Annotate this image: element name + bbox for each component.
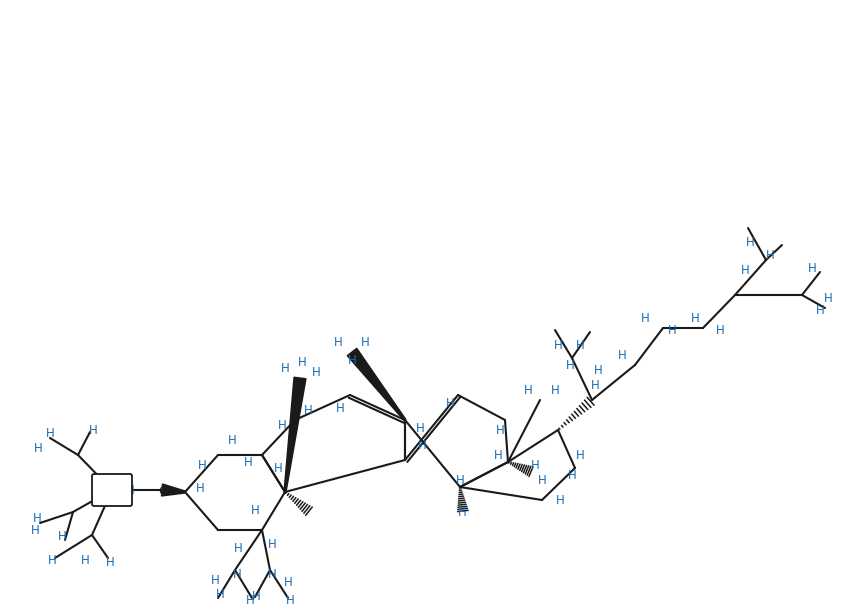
Text: H: H xyxy=(274,462,282,475)
Text: H: H xyxy=(716,324,724,336)
Polygon shape xyxy=(284,377,306,492)
Text: H: H xyxy=(418,438,426,451)
Text: H: H xyxy=(618,349,626,362)
Text: H: H xyxy=(286,594,294,607)
Text: H: H xyxy=(227,433,236,446)
Text: H: H xyxy=(335,402,344,414)
Text: H: H xyxy=(360,335,370,349)
Text: H: H xyxy=(445,397,455,410)
Text: H: H xyxy=(594,363,602,376)
Text: H: H xyxy=(493,448,503,462)
Text: H: H xyxy=(538,473,547,486)
Text: H: H xyxy=(88,424,97,437)
Text: H: H xyxy=(268,567,276,580)
Text: H: H xyxy=(807,262,816,274)
Text: H: H xyxy=(233,542,242,554)
Text: H: H xyxy=(553,338,562,351)
Text: H: H xyxy=(251,503,259,516)
Text: H: H xyxy=(268,538,276,551)
Text: H: H xyxy=(347,354,356,367)
Text: H: H xyxy=(196,481,204,494)
Text: H: H xyxy=(496,424,505,437)
Text: H: H xyxy=(816,303,825,316)
Text: H: H xyxy=(641,311,650,325)
Text: H: H xyxy=(765,249,775,262)
Text: H: H xyxy=(576,448,584,462)
Text: Abs: Abs xyxy=(102,481,122,491)
Text: H: H xyxy=(278,419,287,432)
Text: H: H xyxy=(251,589,260,602)
Text: H: H xyxy=(304,403,312,416)
Text: H: H xyxy=(33,441,42,454)
Text: H: H xyxy=(334,335,342,349)
Text: H: H xyxy=(415,421,425,435)
Text: H: H xyxy=(281,362,289,375)
Text: H: H xyxy=(197,459,207,472)
Text: H: H xyxy=(57,530,66,543)
Text: H: H xyxy=(691,311,699,325)
Text: Si: Si xyxy=(107,492,117,502)
Text: H: H xyxy=(125,483,135,497)
Text: H: H xyxy=(576,338,584,351)
Text: H: H xyxy=(311,365,320,378)
Text: H: H xyxy=(565,359,574,371)
Text: H: H xyxy=(81,553,89,567)
Text: H: H xyxy=(245,594,254,607)
Text: H: H xyxy=(824,292,832,305)
FancyBboxPatch shape xyxy=(92,474,132,506)
Text: H: H xyxy=(568,468,577,481)
Text: H: H xyxy=(33,511,41,524)
Text: H: H xyxy=(590,378,600,392)
Text: H: H xyxy=(530,459,540,472)
Text: H: H xyxy=(556,494,565,507)
Polygon shape xyxy=(161,484,185,496)
Text: H: H xyxy=(31,524,39,537)
Text: H: H xyxy=(106,556,114,569)
Text: H: H xyxy=(210,573,220,586)
Text: O: O xyxy=(158,484,168,497)
Text: H: H xyxy=(523,384,532,397)
Text: H: H xyxy=(746,236,754,249)
Text: H: H xyxy=(215,588,225,602)
Text: H: H xyxy=(668,324,676,336)
Text: H: H xyxy=(45,427,54,440)
Text: H: H xyxy=(457,505,467,518)
Text: H: H xyxy=(48,553,57,567)
Polygon shape xyxy=(347,348,406,421)
Text: H: H xyxy=(740,263,749,276)
Text: H: H xyxy=(233,567,241,580)
Text: H: H xyxy=(284,575,293,588)
Text: H: H xyxy=(298,356,306,368)
Text: H: H xyxy=(244,456,252,468)
Text: H: H xyxy=(551,384,559,397)
Text: H: H xyxy=(456,473,464,486)
